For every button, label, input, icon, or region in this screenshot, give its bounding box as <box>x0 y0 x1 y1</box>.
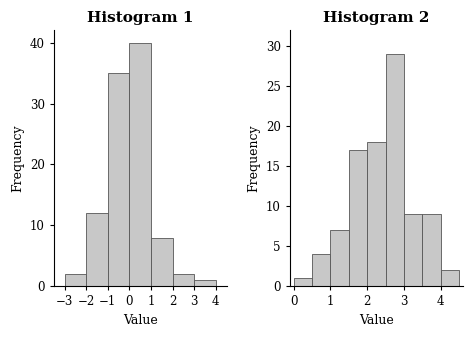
X-axis label: Value: Value <box>123 314 157 327</box>
Bar <box>173 274 194 286</box>
Bar <box>64 274 86 286</box>
Bar <box>330 230 349 286</box>
Bar <box>294 278 312 286</box>
Bar <box>129 43 151 286</box>
Bar <box>386 54 404 286</box>
Bar <box>151 238 173 286</box>
Title: Histogram 2: Histogram 2 <box>323 11 429 25</box>
Bar <box>367 142 386 286</box>
Bar <box>422 214 441 286</box>
Y-axis label: Frequency: Frequency <box>11 125 24 192</box>
Bar <box>404 214 422 286</box>
Bar <box>312 254 330 286</box>
Bar <box>349 150 367 286</box>
X-axis label: Value: Value <box>359 314 394 327</box>
Y-axis label: Frequency: Frequency <box>247 125 260 192</box>
Title: Histogram 1: Histogram 1 <box>87 11 193 25</box>
Bar <box>194 280 216 286</box>
Bar <box>86 213 108 286</box>
Bar <box>108 73 129 286</box>
Bar <box>441 270 459 286</box>
